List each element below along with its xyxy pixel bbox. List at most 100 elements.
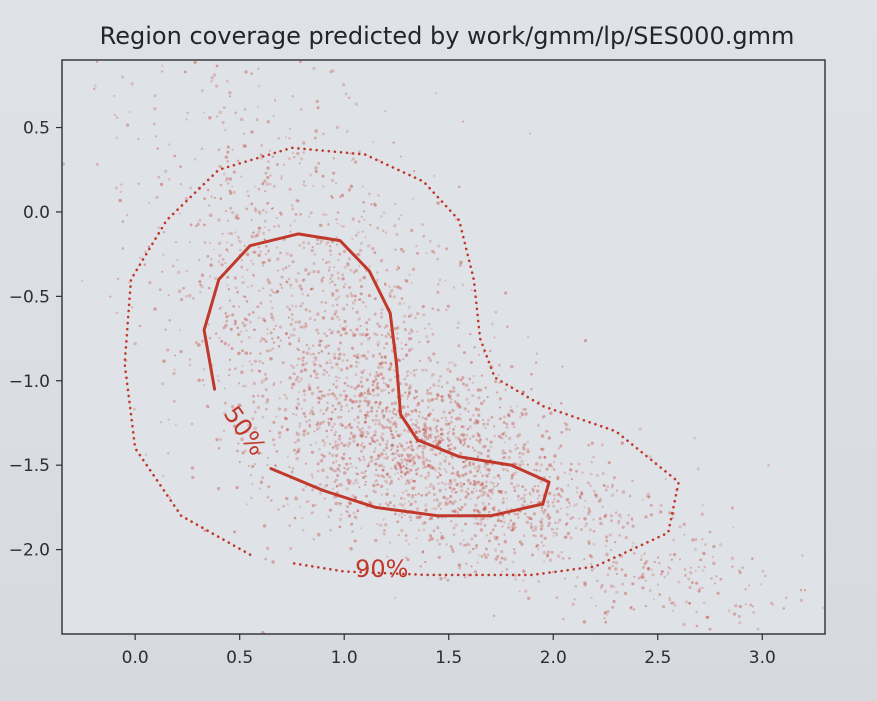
scatter-point: [502, 415, 507, 419]
scatter-point: [330, 273, 334, 278]
scatter-point: [469, 333, 472, 336]
scatter-point: [244, 351, 249, 355]
scatter-point: [664, 477, 667, 481]
scatter-point: [360, 392, 364, 395]
scatter-point: [405, 375, 408, 378]
scatter-point: [517, 516, 520, 519]
scatter-point: [384, 109, 387, 113]
scatter-point: [451, 361, 454, 364]
scatter-point: [487, 472, 491, 476]
scatter-point: [548, 558, 553, 563]
scatter-point: [286, 428, 289, 431]
scatter-point: [437, 379, 441, 383]
scatter-point: [319, 459, 323, 463]
scatter-point: [358, 399, 362, 404]
scatter-point: [518, 463, 522, 467]
scatter-point: [752, 611, 755, 614]
scatter-point: [528, 516, 532, 520]
scatter-point: [381, 377, 385, 381]
scatter-point: [447, 393, 450, 397]
scatter-point: [261, 379, 264, 382]
scatter-point: [376, 385, 379, 388]
scatter-point: [568, 501, 571, 505]
scatter-point: [376, 373, 380, 378]
scatter-point: [549, 491, 552, 494]
scatter-point: [350, 294, 354, 298]
scatter-point: [551, 570, 555, 574]
scatter-point: [152, 122, 156, 126]
scatter-point: [449, 483, 453, 486]
scatter-point: [343, 382, 347, 385]
scatter-point: [533, 485, 536, 488]
scatter-point: [335, 396, 339, 401]
scatter-point: [457, 563, 462, 567]
scatter-point: [424, 458, 429, 462]
scatter-point: [688, 601, 691, 605]
scatter-point: [252, 231, 255, 234]
scatter-point: [379, 464, 383, 468]
scatter-point: [402, 464, 405, 467]
scatter-point: [366, 410, 370, 414]
scatter-point: [582, 620, 587, 624]
scatter-point: [354, 516, 358, 520]
scatter-point: [531, 487, 534, 490]
scatter-point: [192, 296, 195, 300]
scatter-point: [408, 390, 411, 394]
scatter-point: [235, 485, 239, 490]
scatter-point: [203, 529, 207, 533]
scatter-point: [402, 320, 406, 324]
scatter-point: [380, 308, 384, 312]
scatter-point: [468, 463, 472, 467]
scatter-point: [188, 358, 192, 361]
scatter-point: [353, 495, 357, 499]
scatter-point: [393, 401, 398, 405]
scatter-point: [274, 324, 278, 328]
scatter-point: [471, 446, 474, 449]
scatter-point: [458, 417, 462, 421]
scatter-point: [505, 425, 509, 429]
scatter-point: [678, 525, 682, 529]
scatter-point: [521, 452, 525, 456]
scatter-point: [264, 557, 267, 561]
scatter-point: [148, 54, 151, 57]
scatter-point: [385, 410, 388, 413]
scatter-point: [188, 241, 191, 244]
scatter-point: [385, 268, 389, 272]
scatter-point: [516, 483, 520, 488]
scatter-point: [289, 286, 292, 289]
scatter-point: [535, 545, 538, 548]
scatter-point: [205, 404, 209, 408]
scatter-point: [331, 292, 335, 296]
scatter-point: [400, 516, 404, 519]
scatter-point: [548, 463, 553, 467]
scatter-point: [453, 499, 456, 502]
scatter-point: [261, 362, 265, 365]
scatter-point: [437, 504, 441, 508]
scatter-point: [528, 132, 532, 135]
scatter-point: [407, 500, 411, 503]
scatter-point: [629, 494, 632, 498]
scatter-point: [403, 458, 407, 461]
scatter-point: [419, 565, 422, 568]
scatter-point: [228, 374, 231, 377]
scatter-point: [431, 332, 435, 336]
scatter-point: [460, 489, 464, 493]
scatter-point: [367, 461, 371, 465]
scatter-point: [404, 556, 408, 560]
scatter-point: [376, 365, 381, 369]
scatter-point: [521, 485, 525, 488]
scatter-point: [509, 405, 513, 408]
scatter-point: [364, 305, 368, 308]
scatter-point: [342, 452, 346, 456]
scatter-point: [338, 501, 341, 504]
contour-50-line: [202, 232, 551, 518]
scatter-point: [568, 473, 571, 476]
scatter-point: [616, 521, 620, 525]
scatter-point: [398, 513, 401, 517]
scatter-point: [274, 464, 277, 467]
scatter-point: [518, 590, 521, 593]
scatter-point: [488, 349, 492, 353]
scatter-point: [526, 450, 530, 454]
scatter-point: [409, 468, 413, 472]
scatter-point: [126, 213, 129, 217]
